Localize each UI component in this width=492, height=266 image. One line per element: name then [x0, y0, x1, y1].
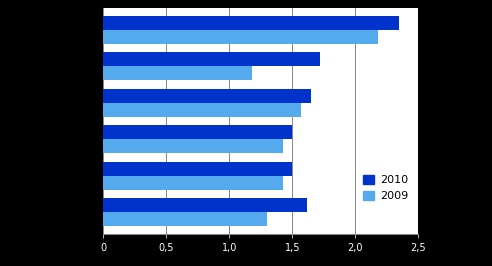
Bar	[103, 125, 292, 139]
Bar	[103, 52, 320, 66]
Bar	[103, 212, 267, 226]
Bar	[103, 176, 283, 190]
Bar	[103, 16, 400, 30]
Bar	[103, 89, 311, 103]
Bar	[103, 139, 283, 153]
Bar	[103, 66, 252, 80]
Bar	[103, 162, 292, 176]
Bar	[103, 198, 308, 212]
Bar	[103, 30, 378, 44]
Bar	[103, 103, 301, 117]
Legend: 2010, 2009: 2010, 2009	[359, 171, 413, 206]
